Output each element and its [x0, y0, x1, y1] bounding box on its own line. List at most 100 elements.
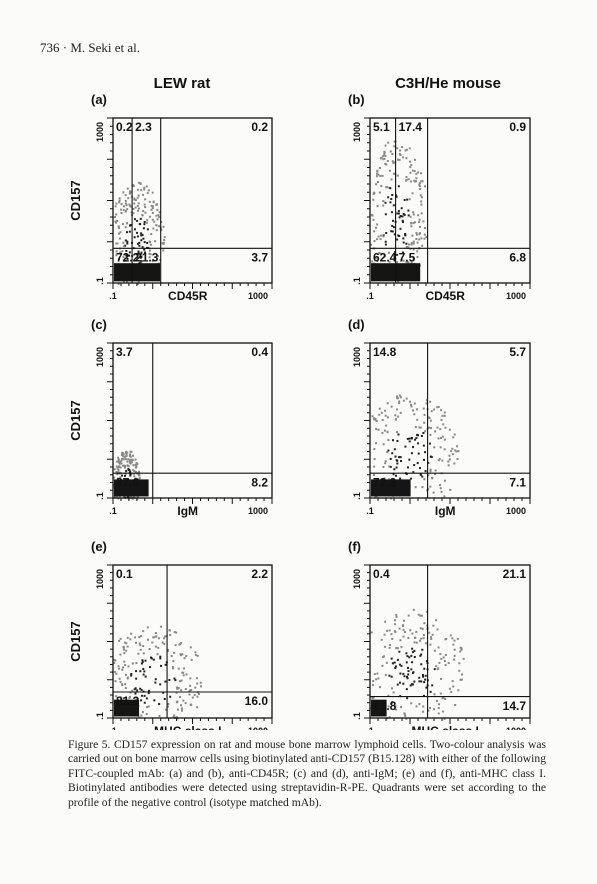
- event-dot: [384, 243, 387, 246]
- event-dot: [416, 418, 419, 421]
- event-dot: [140, 699, 143, 702]
- event-dot: [131, 689, 134, 692]
- event-dot: [142, 630, 145, 633]
- event-dot: [384, 213, 387, 216]
- event-dot: [120, 453, 123, 456]
- event-dot: [151, 205, 154, 208]
- event-dot: [411, 651, 414, 654]
- event-dot: [447, 662, 450, 665]
- event-dot: [384, 162, 387, 165]
- event-dot: [387, 705, 390, 708]
- event-dot: [156, 255, 159, 258]
- event-dot: [395, 418, 398, 421]
- event-dot: [140, 251, 143, 254]
- event-dot: [453, 639, 456, 642]
- event-dot: [415, 233, 418, 236]
- event-dot: [196, 682, 199, 685]
- event-dot: [420, 196, 423, 199]
- event-dot: [433, 408, 436, 411]
- event-dot: [117, 456, 120, 459]
- event-dot: [113, 670, 116, 673]
- event-dot: [142, 652, 145, 655]
- event-dot: [150, 233, 153, 236]
- event-dot: [377, 181, 380, 184]
- event-dot: [129, 453, 132, 456]
- event-dot: [154, 645, 157, 648]
- event-dot: [434, 472, 437, 475]
- event-dot: [394, 623, 397, 626]
- event-dot: [392, 162, 395, 165]
- event-dot: [423, 681, 426, 684]
- event-dot: [157, 214, 160, 217]
- event-dot: [392, 219, 395, 222]
- event-dot: [146, 638, 149, 641]
- event-dot: [143, 694, 146, 697]
- event-dot: [145, 697, 148, 700]
- quadrant-percent: 3.7: [251, 251, 268, 265]
- event-dot: [132, 207, 135, 210]
- event-dot: [423, 421, 426, 424]
- event-dot: [390, 657, 393, 660]
- event-dot: [406, 697, 409, 700]
- event-dot: [424, 642, 427, 645]
- event-dot: [126, 257, 129, 260]
- event-dot: [407, 261, 410, 264]
- event-dot: [380, 156, 383, 159]
- event-dot: [392, 204, 395, 207]
- event-dot: [130, 632, 133, 635]
- event-dot: [423, 667, 426, 670]
- event-dot: [130, 458, 133, 461]
- event-dot: [128, 251, 131, 254]
- event-dot: [393, 161, 396, 164]
- event-dot: [386, 416, 389, 419]
- event-dot: [145, 713, 148, 716]
- event-dot: [371, 684, 374, 687]
- event-dot: [374, 495, 377, 498]
- quadrant-percent: 81.3: [116, 694, 140, 708]
- page-number: 736: [40, 40, 60, 55]
- event-dot: [378, 191, 381, 194]
- event-dot: [122, 464, 125, 467]
- event-dot: [119, 476, 122, 479]
- event-dot: [385, 661, 388, 664]
- event-dot: [456, 458, 459, 461]
- event-dot: [419, 614, 422, 617]
- event-dot: [388, 186, 391, 189]
- event-dot: [189, 703, 192, 706]
- event-dot: [424, 470, 427, 473]
- event-dot: [371, 696, 374, 699]
- event-dot: [404, 234, 407, 237]
- event-dot: [395, 615, 398, 618]
- event-dot: [184, 688, 187, 691]
- event-dot: [138, 262, 141, 265]
- event-dot: [184, 702, 187, 705]
- event-dot: [163, 635, 166, 638]
- event-dot: [415, 436, 418, 439]
- event-dot: [143, 701, 146, 704]
- event-dot: [372, 696, 375, 699]
- event-dot: [126, 460, 129, 463]
- event-dot: [400, 664, 403, 667]
- event-dot: [115, 254, 118, 257]
- event-dot: [125, 642, 128, 645]
- event-dot: [432, 624, 435, 627]
- event-dot: [118, 257, 121, 260]
- event-dot: [377, 173, 380, 176]
- event-dot: [433, 446, 436, 449]
- event-dot: [409, 171, 412, 174]
- event-dot: [402, 237, 405, 240]
- event-dot: [387, 251, 390, 254]
- event-dot: [419, 188, 422, 191]
- event-dot: [384, 674, 387, 677]
- event-dot: [177, 667, 180, 670]
- event-dot: [373, 191, 376, 194]
- event-dot: [375, 420, 378, 423]
- event-dot: [424, 674, 427, 677]
- event-dot: [448, 454, 451, 457]
- event-dot: [388, 465, 391, 468]
- quadrant-percent: 7.1: [509, 475, 526, 489]
- event-dot: [149, 215, 152, 218]
- event-dot: [413, 655, 416, 658]
- event-dot: [198, 692, 201, 695]
